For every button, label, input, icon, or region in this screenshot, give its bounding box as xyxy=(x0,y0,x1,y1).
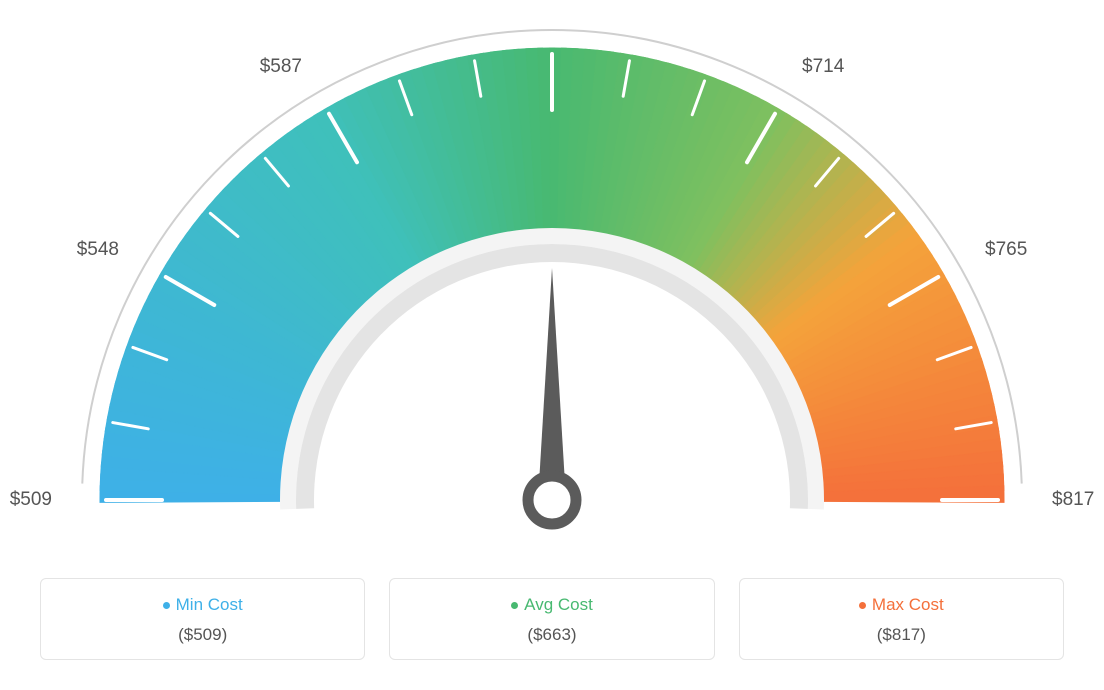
legend-value-avg: ($663) xyxy=(400,625,703,645)
tick-label: $817 xyxy=(1052,489,1094,511)
legend-card-avg: Avg Cost ($663) xyxy=(389,578,714,660)
gauge-area: $509$548$587$663$714$765$817 xyxy=(0,0,1104,560)
legend-dot-icon xyxy=(511,602,518,609)
legend-label-max: Max Cost xyxy=(872,595,944,615)
legend-title-min: Min Cost xyxy=(163,595,243,615)
legend-title-max: Max Cost xyxy=(859,595,944,615)
legend-value-max: ($817) xyxy=(750,625,1053,645)
tick-label: $765 xyxy=(985,239,1027,261)
legend-dot-icon xyxy=(859,602,866,609)
cost-gauge-container: $509$548$587$663$714$765$817 Min Cost ($… xyxy=(0,0,1104,690)
legend-card-min: Min Cost ($509) xyxy=(40,578,365,660)
gauge-chart xyxy=(0,0,1104,560)
legend-card-max: Max Cost ($817) xyxy=(739,578,1064,660)
legend-title-avg: Avg Cost xyxy=(511,595,593,615)
legend-dot-icon xyxy=(163,602,170,609)
tick-label: $587 xyxy=(260,56,302,78)
legend-label-min: Min Cost xyxy=(176,595,243,615)
tick-label: $714 xyxy=(802,56,844,78)
legend-row: Min Cost ($509) Avg Cost ($663) Max Cost… xyxy=(40,578,1064,660)
legend-label-avg: Avg Cost xyxy=(524,595,593,615)
tick-label: $509 xyxy=(10,489,52,511)
legend-value-min: ($509) xyxy=(51,625,354,645)
tick-label: $548 xyxy=(77,239,119,261)
